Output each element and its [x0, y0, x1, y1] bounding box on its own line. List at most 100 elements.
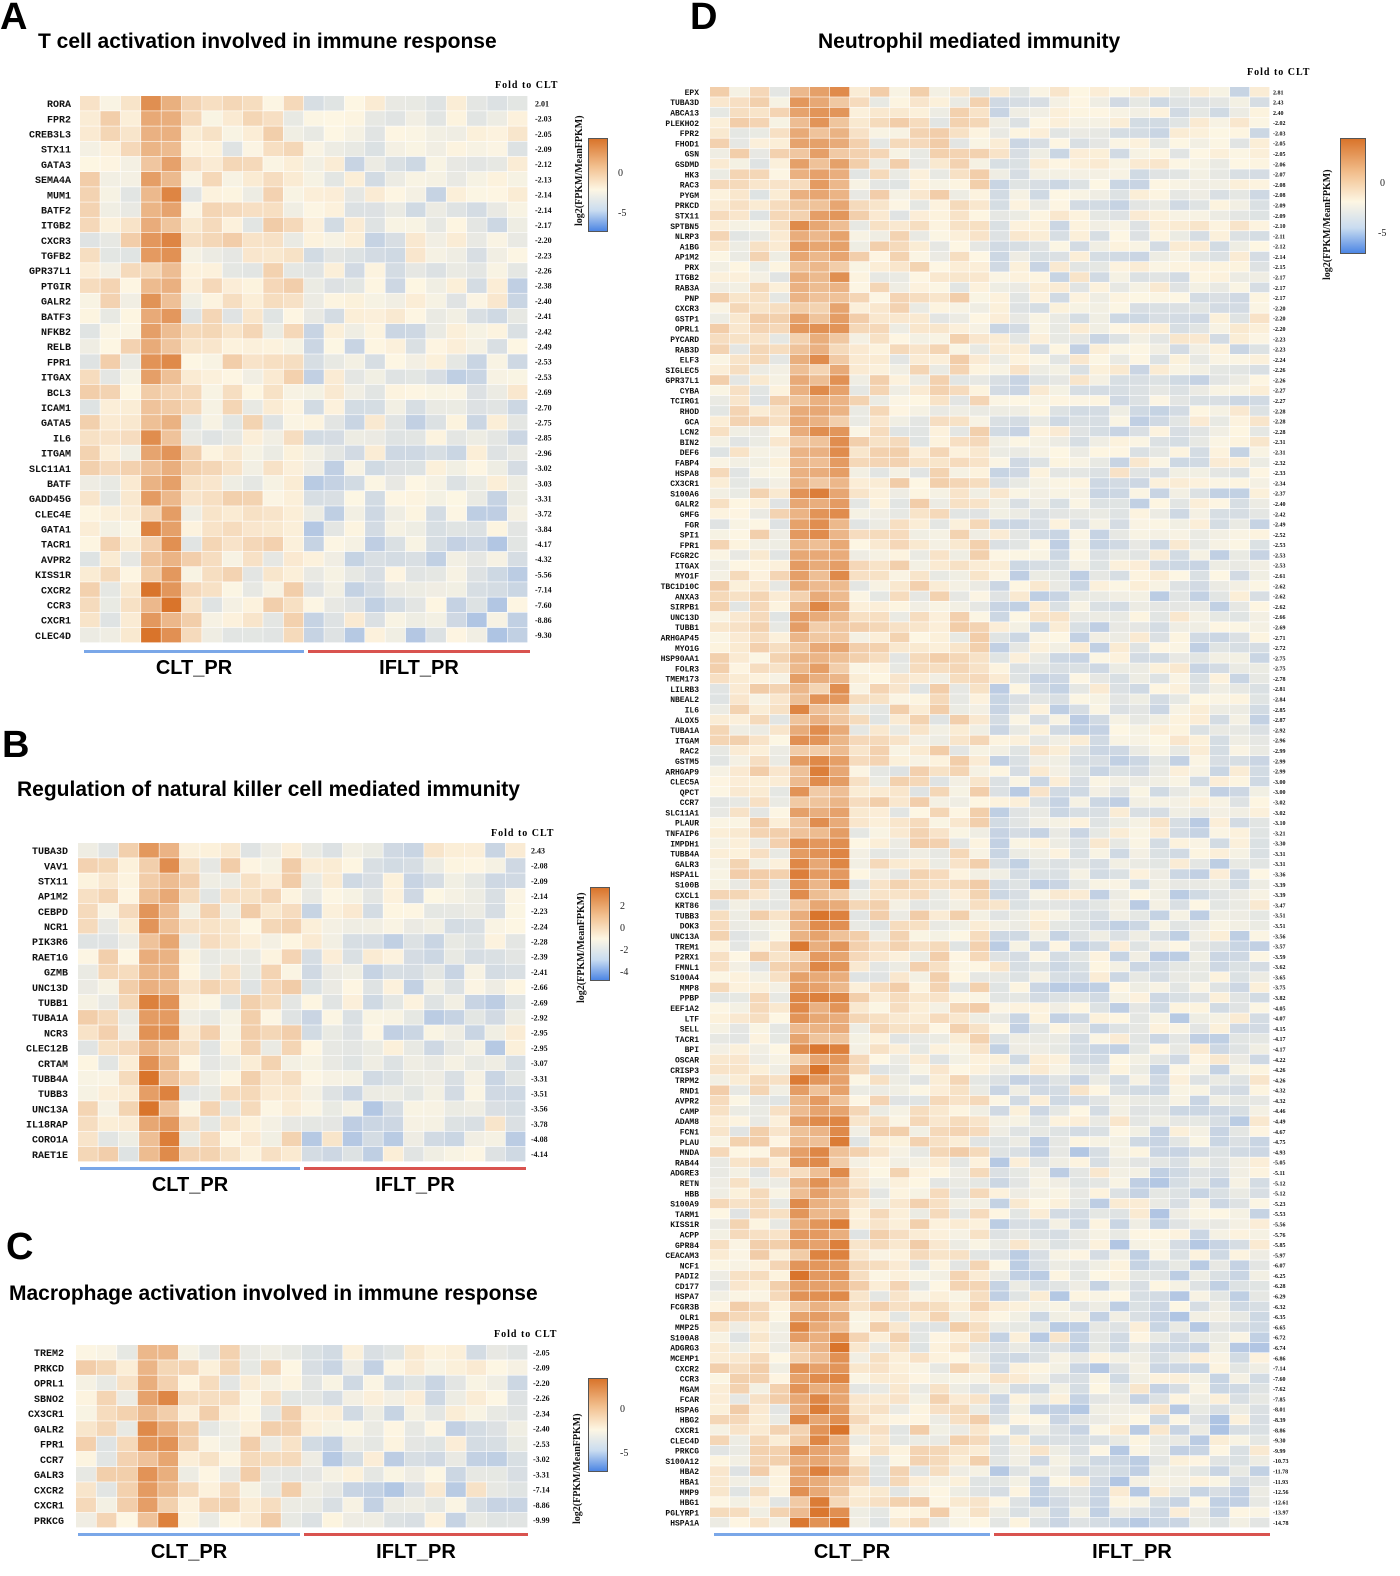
heat-cell: [1110, 1033, 1130, 1044]
heat-cell: [810, 900, 830, 910]
heat-cell: [770, 457, 790, 468]
heat-cell: [1150, 745, 1170, 756]
heat-cell: [1210, 375, 1230, 385]
heat-cell: [507, 96, 528, 111]
heat-cell: [830, 1095, 850, 1106]
heat-cell: [1030, 653, 1050, 663]
heat-cell: [870, 251, 890, 262]
heat-cell: [1130, 292, 1150, 303]
heat-cell: [1250, 1054, 1270, 1065]
heat-cell: [1250, 848, 1270, 859]
heat-cell: [1110, 313, 1130, 324]
heat-cell: [1250, 601, 1270, 612]
gene-label: SPTBN5: [670, 223, 699, 232]
heat-cell: [890, 179, 910, 190]
heat-cell: [1130, 179, 1150, 190]
heat-cell: [950, 395, 970, 406]
heat-cell: [750, 159, 770, 169]
heat-cell: [1070, 879, 1090, 890]
heat-cell: [1050, 498, 1070, 509]
heat-cell: [710, 261, 730, 272]
heat-cell: [1130, 1198, 1150, 1209]
heat-cell: [1190, 375, 1210, 385]
heat-cell: [990, 560, 1010, 571]
gene-label: ITGB2: [675, 274, 699, 283]
heat-cell: [263, 247, 284, 263]
heat-cell: [790, 858, 810, 869]
fold-value: -2.09: [1273, 203, 1286, 209]
heat-cell: [1010, 941, 1030, 951]
heat-cell: [910, 1044, 930, 1054]
heat-cell: [1090, 797, 1110, 807]
gene-label: PNP: [685, 295, 700, 304]
heat-cell: [850, 828, 870, 838]
heat-cell: [1210, 1188, 1230, 1199]
heat-cell: [790, 1126, 810, 1137]
gene-label: RAC3: [680, 182, 699, 191]
heat-cell: [750, 138, 770, 149]
heat-cell: [970, 128, 990, 138]
gene-label: S100B: [675, 882, 699, 891]
heat-cell: [1150, 1136, 1170, 1147]
heat-cell: [770, 817, 790, 828]
fold-value: -2.14: [535, 206, 552, 215]
heat-cell: [710, 1075, 730, 1085]
heat-cell: [990, 303, 1010, 313]
heat-cell: [1190, 169, 1210, 180]
heat-cell: [344, 126, 365, 141]
heat-cell: [830, 601, 850, 612]
heat-cell: [750, 756, 770, 766]
heat-cell: [850, 1054, 870, 1065]
heat-cell: [324, 263, 345, 278]
gene-label: MYO1G: [675, 645, 699, 654]
heat-cell: [1210, 519, 1230, 529]
heat-cell: [770, 776, 790, 787]
heat-cell: [1230, 436, 1250, 447]
heat-cell: [770, 786, 790, 797]
gene-label: TUBA3D: [670, 99, 699, 108]
heat-cell: [1250, 992, 1270, 1003]
heat-cell: [80, 96, 100, 111]
heat-cell: [1110, 601, 1130, 612]
heat-cell: [990, 858, 1010, 869]
heat-cell: [850, 766, 870, 777]
heat-cell: [870, 725, 890, 735]
heat-cell: [1090, 982, 1110, 993]
heat-cell: [1130, 231, 1150, 241]
heat-cell: [810, 1044, 830, 1054]
heat-cell: [770, 313, 790, 324]
heat-cell: [1210, 838, 1230, 849]
heat-cell: [487, 141, 508, 157]
heat-cell: [890, 900, 910, 910]
heat-cell: [710, 683, 730, 694]
heat-cell: [730, 745, 750, 756]
heat-cell: [950, 1188, 970, 1199]
heat-cell: [283, 96, 304, 111]
heat-cell: [1050, 838, 1070, 849]
heat-cell: [850, 735, 870, 746]
heat-cell: [1170, 632, 1190, 643]
heat-cell: [1110, 869, 1130, 879]
heat-cell: [730, 683, 750, 694]
heat-cell: [850, 97, 870, 107]
heat-cell: [810, 426, 830, 437]
heat-cell: [324, 156, 345, 172]
heat-cell: [790, 364, 810, 375]
heat-cell: [1030, 714, 1050, 725]
heat-cell: [1050, 735, 1070, 746]
heat-cell: [1010, 1044, 1030, 1054]
heat-cell: [1230, 1126, 1250, 1137]
heat-cell: [870, 498, 890, 509]
gene-label: TARM1: [675, 1211, 699, 1220]
heat-cell: [730, 694, 750, 704]
heat-cell: [910, 550, 930, 560]
heat-cell: [1190, 416, 1210, 427]
heat-cell: [810, 858, 830, 869]
heat-cell: [930, 1116, 950, 1126]
heat-cell: [1190, 509, 1210, 519]
heat-cell: [1130, 653, 1150, 663]
panel-letter-a: A: [0, 0, 28, 38]
heat-cell: [910, 992, 930, 1003]
heat-cell: [990, 1198, 1010, 1209]
heat-cell: [890, 817, 910, 828]
